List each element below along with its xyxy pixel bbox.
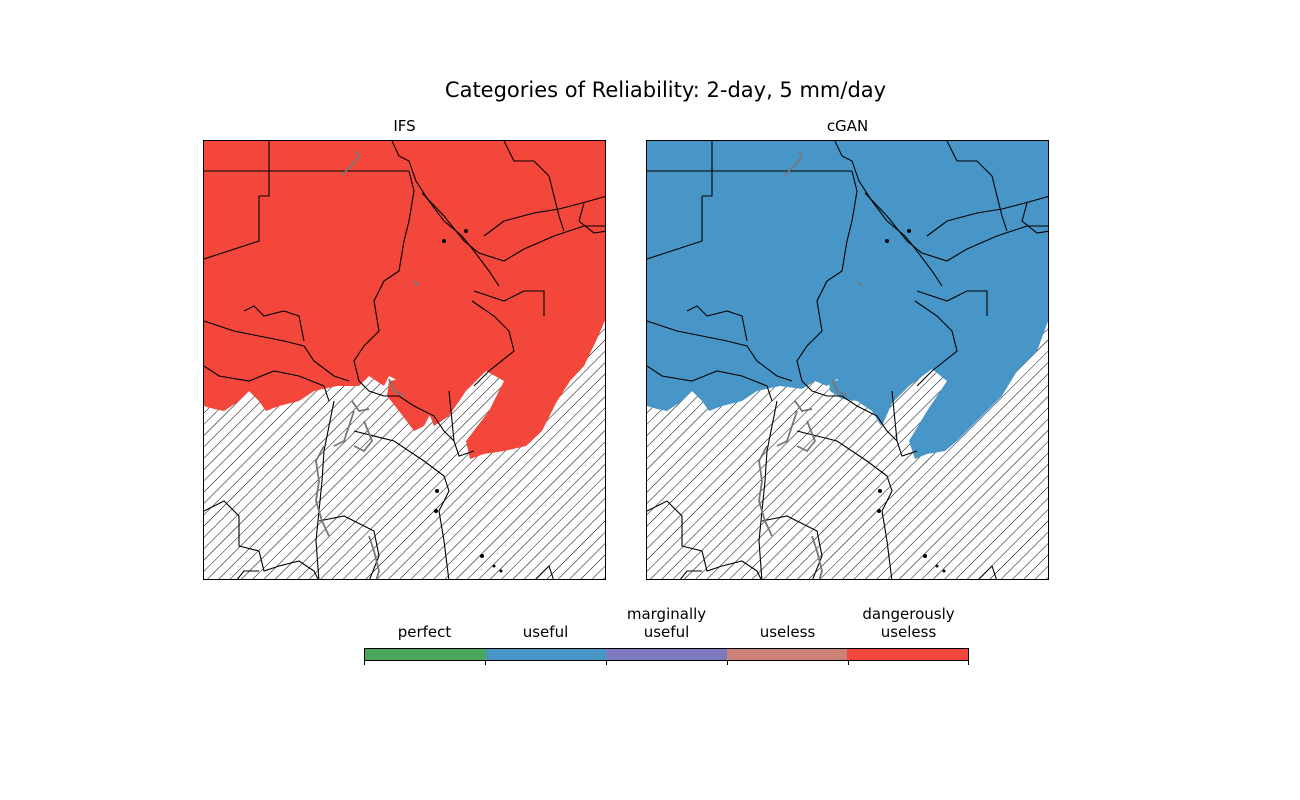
map-canvas-cgan [647,141,1048,579]
map-ifs [203,140,606,580]
colorbar-label-dangerously-useless: dangerously useless [862,605,955,641]
reliability-region-cgan-lobe [829,379,881,426]
colorbar-label-perfect: perfect [397,623,452,641]
colorbar-segment-useful [485,649,607,660]
country-borders [647,141,1048,579]
figure-title: Categories of Reliability: 2-day, 5 mm/d… [444,78,887,102]
colorbar-segment-perfect [365,649,486,660]
colorbar-tick [606,661,607,665]
map-canvas-ifs [204,141,605,579]
reliability-region-ifs-lobe [387,378,432,431]
colorbar-tick [485,661,486,665]
colorbar-label-marginally-useful: marginally useful [626,605,707,641]
colorbar-tick [364,661,365,665]
colorbar-segment-marginally-useful [606,649,727,660]
rivers-and-lakes [315,150,420,579]
panel-cgan: cGAN [646,117,1049,580]
colorbar-label-useless: useless [759,623,816,641]
colorbar-label-useful: useful [522,623,569,641]
colorbar-tick [968,661,969,665]
colorbar-tick [727,661,728,665]
colorbar [364,648,969,661]
map-cgan [646,140,1049,580]
rivers-and-lakes [758,150,863,579]
panel-title-cgan: cGAN [826,117,869,135]
islands [434,229,503,573]
colorbar-tick [848,661,849,665]
panel-title-ifs: IFS [393,117,416,135]
country-borders [204,141,605,579]
panel-ifs: IFS [203,117,606,580]
islands [877,229,946,573]
colorbar-segment-useless [726,649,848,660]
colorbar-segment-dangerously-useless [847,649,968,660]
